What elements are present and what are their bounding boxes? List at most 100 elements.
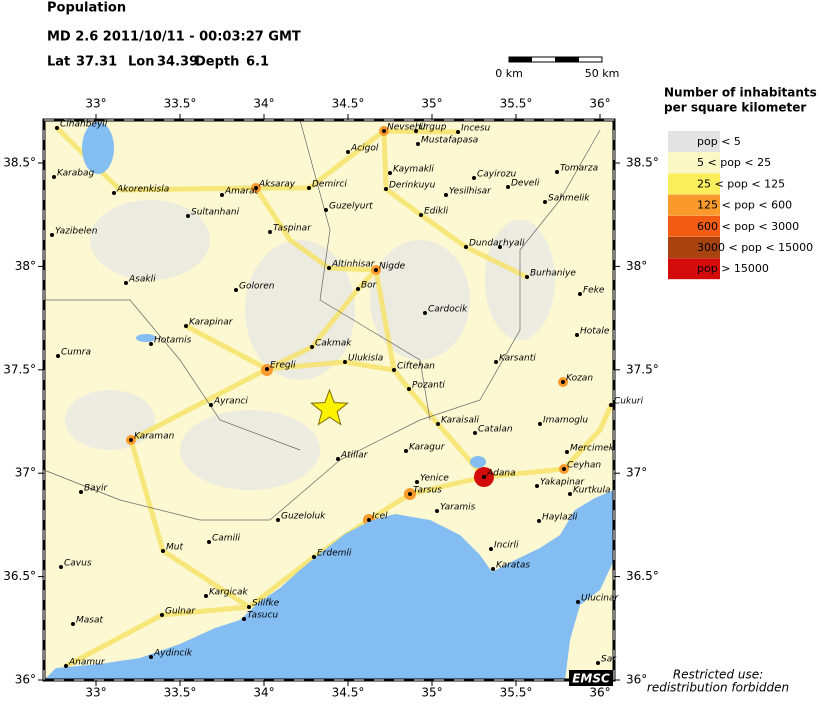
lat-tick-label: 37° [626, 466, 647, 480]
city-label: Kaymakli [393, 165, 434, 175]
lon-tick-label: 33° [85, 97, 106, 111]
city-label: Karsanti [499, 354, 536, 364]
lon-tick-label: 34° [253, 686, 274, 700]
city-dot [609, 403, 613, 407]
city-dot [491, 567, 495, 571]
city-dot [576, 600, 580, 604]
city-label: Pozanti [412, 381, 445, 391]
sparse-areas [65, 200, 555, 490]
city-label: Anamur [68, 658, 106, 668]
city-dot [472, 176, 476, 180]
legend-label: 5 < pop < 25 [697, 156, 771, 169]
city-label: Bayir [84, 484, 109, 494]
city-label: Sahmelik [548, 194, 590, 204]
city-dot [129, 438, 133, 442]
lon-tick-label: 35° [421, 97, 442, 111]
city-label: Cardocik [428, 305, 468, 315]
city-label: Karabag [57, 169, 95, 179]
city-dot [149, 655, 153, 659]
city-label: Sultanhani [191, 208, 240, 218]
city-label: Burhaniye [530, 269, 576, 279]
city-label: Imamoglu [543, 416, 588, 426]
city-dot [414, 129, 418, 133]
city-dot [161, 549, 165, 553]
city-label: Ulucinar [581, 594, 619, 604]
city-label: Ulukisla [348, 354, 383, 364]
lat-tick-label: 38.5° [3, 156, 36, 170]
city-label: Yenice [420, 474, 449, 484]
city-dot [254, 186, 258, 190]
city-label: Kargicak [209, 588, 248, 598]
lat-label: Lat [47, 55, 70, 70]
city-dot [543, 200, 547, 204]
lon-tick-label: 35.5° [500, 97, 533, 111]
city-dot [186, 214, 190, 218]
city-label: Tarsus [413, 486, 442, 496]
city-label: Kozan [566, 374, 593, 384]
city-label: Haylazli [542, 513, 578, 523]
legend-swatch [668, 152, 720, 174]
city-label: Mut [166, 543, 183, 553]
city-dot [494, 360, 498, 364]
city-dot [71, 622, 75, 626]
city-dot [382, 129, 386, 133]
lat-value: 37.31 [76, 55, 117, 70]
epicenter [310, 388, 349, 426]
city-dot [568, 492, 572, 496]
lat-tick-label: 37.5° [626, 362, 659, 376]
legend-swatch [668, 194, 720, 216]
legend-title: per square kilometer [664, 101, 806, 115]
city-dot [562, 467, 566, 471]
depth-value: 6.1 [246, 55, 269, 70]
city-label: Cukuri [614, 397, 644, 407]
city-label: Urgup [419, 123, 447, 133]
city-dot [112, 191, 116, 195]
city-dot [59, 565, 63, 569]
legend-label: 3000 < pop < 15000 [697, 241, 813, 254]
city-label: Dundar [469, 239, 504, 249]
city-label: Sar [601, 655, 617, 665]
scale-bar: 0 km 50 km [495, 56, 620, 80]
city-dot [555, 170, 559, 174]
city-label: Tomarza [560, 164, 598, 174]
city-dot [538, 422, 542, 426]
city-label: Karatas [496, 561, 530, 571]
city-label: Cumra [61, 348, 91, 358]
city-dot [419, 213, 423, 217]
logo: EMSC [572, 672, 610, 686]
city-dot [55, 126, 59, 130]
legend-label: 25 < pop < 125 [697, 177, 785, 190]
city-label: Bor [361, 281, 378, 291]
city-label: Silifke [252, 599, 280, 609]
city-label: Karaisali [441, 416, 480, 426]
city-label: Nevsehir [387, 123, 428, 133]
lake [470, 456, 486, 468]
graticule-labels: 33° 33° 33.5° 33.5° 34° 34° 34.5° 34.5° 35° 35° 35… [3, 97, 658, 700]
depth-label: Depth [195, 55, 239, 70]
legend-swatch [668, 215, 720, 237]
city-label: Mercimek [570, 444, 615, 454]
city-label: Karapinar [189, 318, 234, 328]
city-label: Hotale [580, 327, 610, 337]
logo-box [569, 670, 613, 686]
city-label: Nigde [379, 262, 406, 272]
city-dot [52, 175, 56, 179]
city-dot [234, 288, 238, 292]
legend-label: 600 < pop < 3000 [697, 220, 799, 233]
city-dot [324, 208, 328, 212]
city-dot [578, 292, 582, 296]
city-label: Masat [76, 616, 103, 626]
city-dot [327, 266, 331, 270]
lon-tick-label: 34.5° [332, 686, 365, 700]
city-dot [384, 187, 388, 191]
city-label: Incesu [461, 124, 491, 134]
legend-label: pop < 5 [697, 135, 741, 148]
city-dot [204, 594, 208, 598]
city-label: Yakapinar [540, 478, 585, 488]
city-dot [535, 484, 539, 488]
city-label: Acigol [350, 144, 379, 154]
scale-end: 50 km [585, 67, 620, 80]
legend-swatch [668, 237, 720, 258]
scale-seg [555, 57, 579, 62]
city-label: Demirci [312, 180, 347, 190]
